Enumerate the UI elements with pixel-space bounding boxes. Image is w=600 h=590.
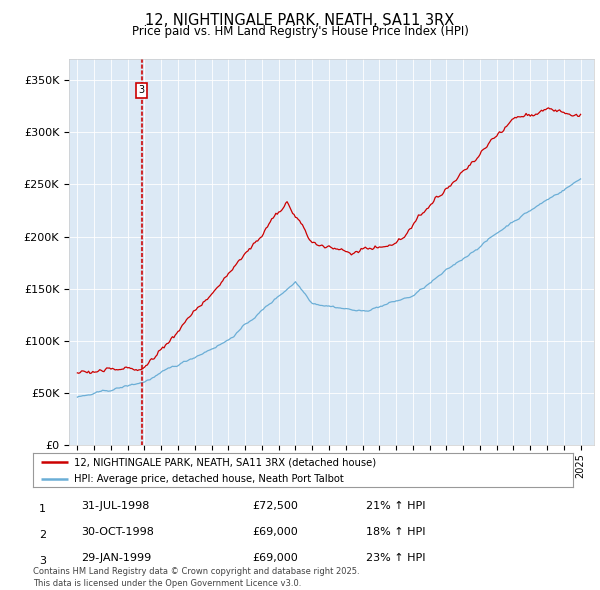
Text: 3: 3 xyxy=(39,556,46,565)
Text: 31-JUL-1998: 31-JUL-1998 xyxy=(81,501,149,511)
Text: 18% ↑ HPI: 18% ↑ HPI xyxy=(366,527,425,537)
Text: HPI: Average price, detached house, Neath Port Talbot: HPI: Average price, detached house, Neat… xyxy=(74,474,343,484)
Text: 1: 1 xyxy=(39,504,46,513)
Text: £69,000: £69,000 xyxy=(252,553,298,563)
Text: Contains HM Land Registry data © Crown copyright and database right 2025.
This d: Contains HM Land Registry data © Crown c… xyxy=(33,567,359,588)
Text: £69,000: £69,000 xyxy=(252,527,298,537)
Text: 12, NIGHTINGALE PARK, NEATH, SA11 3RX: 12, NIGHTINGALE PARK, NEATH, SA11 3RX xyxy=(145,13,455,28)
Text: 12, NIGHTINGALE PARK, NEATH, SA11 3RX (detached house): 12, NIGHTINGALE PARK, NEATH, SA11 3RX (d… xyxy=(74,457,376,467)
Text: 30-OCT-1998: 30-OCT-1998 xyxy=(81,527,154,537)
Text: 23% ↑ HPI: 23% ↑ HPI xyxy=(366,553,425,563)
Text: Price paid vs. HM Land Registry's House Price Index (HPI): Price paid vs. HM Land Registry's House … xyxy=(131,25,469,38)
Text: £72,500: £72,500 xyxy=(252,501,298,511)
Text: 2: 2 xyxy=(39,530,46,539)
Text: 3: 3 xyxy=(139,86,145,96)
Text: 21% ↑ HPI: 21% ↑ HPI xyxy=(366,501,425,511)
Text: 29-JAN-1999: 29-JAN-1999 xyxy=(81,553,151,563)
